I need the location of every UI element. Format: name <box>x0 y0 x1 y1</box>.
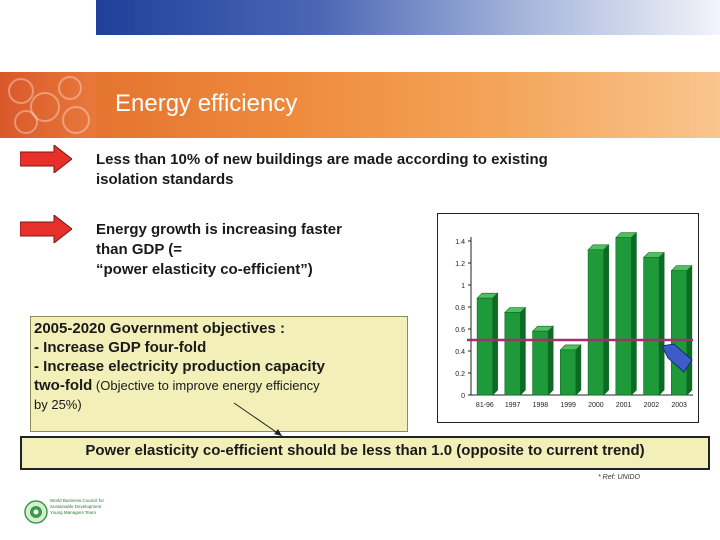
reference-note: * Ref: UNIDO <box>598 474 641 481</box>
y-tick-label: 1 <box>461 283 465 290</box>
title-decoration <box>0 72 96 138</box>
bar-side <box>492 292 498 396</box>
logo-line-2: Sustainable Development <box>50 504 102 509</box>
objectives-text: 2005-2020 Government objectives : - Incr… <box>34 319 406 414</box>
bar-side <box>547 325 554 396</box>
arrow-right-icon <box>20 145 72 173</box>
logo-text: World Business Council for Sustainable D… <box>50 498 120 516</box>
conclusion-text: Power elasticity co-efficient should be … <box>85 442 645 459</box>
title-bar <box>0 72 720 138</box>
x-tick-label: 1997 <box>505 402 521 409</box>
bullet-1-line-1: Less than 10% of new buildings are made … <box>96 151 548 168</box>
y-tick-label: 0.6 <box>455 327 465 334</box>
x-tick-label: 2000 <box>588 402 604 409</box>
x-tick-label: 2002 <box>644 402 660 409</box>
bar-side <box>520 306 526 396</box>
arrow-right-icon <box>20 215 72 243</box>
bar <box>560 349 577 396</box>
bullet-2-line-2: than GDP (= <box>96 241 182 258</box>
page-title: Energy efficiency <box>115 90 298 117</box>
bar <box>615 237 632 396</box>
objectives-box <box>30 316 408 432</box>
bar <box>476 297 493 396</box>
y-tick-label: 1.2 <box>455 261 465 268</box>
objectives-heading: 2005-2020 Government objectives : <box>34 320 285 337</box>
bar <box>532 330 549 396</box>
bar-side <box>686 264 693 396</box>
x-tick-label: 2003 <box>671 402 687 409</box>
x-tick-label: 81-96 <box>476 402 494 409</box>
elasticity-bar-chart: 0 0.2 0.4 0.6 0.8 1 1.2 1.4 81-96 1997 1998 1999 200… <box>455 231 693 409</box>
x-tick-label: 1999 <box>560 402 576 409</box>
pointer-arrow-icon <box>661 343 693 373</box>
logo-line-3: Young Managers Team <box>50 510 97 515</box>
wbcsd-logo-icon <box>24 500 48 524</box>
objective-item-4: by 25%) <box>34 397 82 412</box>
header-gradient-bar <box>96 0 720 35</box>
bullet-2-line-1: Energy growth is increasing faster <box>96 221 342 238</box>
y-tick-label: 0.4 <box>455 349 465 356</box>
logo-line-1: World Business Council for <box>50 498 104 503</box>
bar-side <box>575 344 582 396</box>
objective-item-3-rest: (Objective to improve energy efficiency <box>92 378 320 393</box>
y-tick-label: 0.2 <box>455 371 465 378</box>
x-tick-label: 2001 <box>616 402 632 409</box>
objective-item-3-bold: two-fold <box>34 377 93 394</box>
objective-item-3: two-fold (Objective to improve energy ef… <box>34 376 406 395</box>
x-tick-label: 1998 <box>533 402 549 409</box>
bar-side <box>631 231 637 396</box>
y-tick-label: 0.8 <box>455 305 465 312</box>
bullet-1-line-2: isolation standards <box>96 171 234 188</box>
bar <box>587 249 604 396</box>
bar <box>671 270 688 396</box>
bullet-2-line-3: “power elasticity co-efficient”) <box>96 261 313 278</box>
bar <box>504 312 521 396</box>
connector-arrow-icon <box>233 402 283 437</box>
bar <box>643 257 660 396</box>
y-tick-label: 0 <box>461 393 465 400</box>
conclusion-box <box>20 436 710 470</box>
bar-side <box>603 244 609 396</box>
objective-item-2: - Increase electricity production capaci… <box>34 358 325 375</box>
y-tick-label: 1.4 <box>455 239 465 246</box>
objective-item-1: - Increase GDP four-fold <box>34 339 207 356</box>
